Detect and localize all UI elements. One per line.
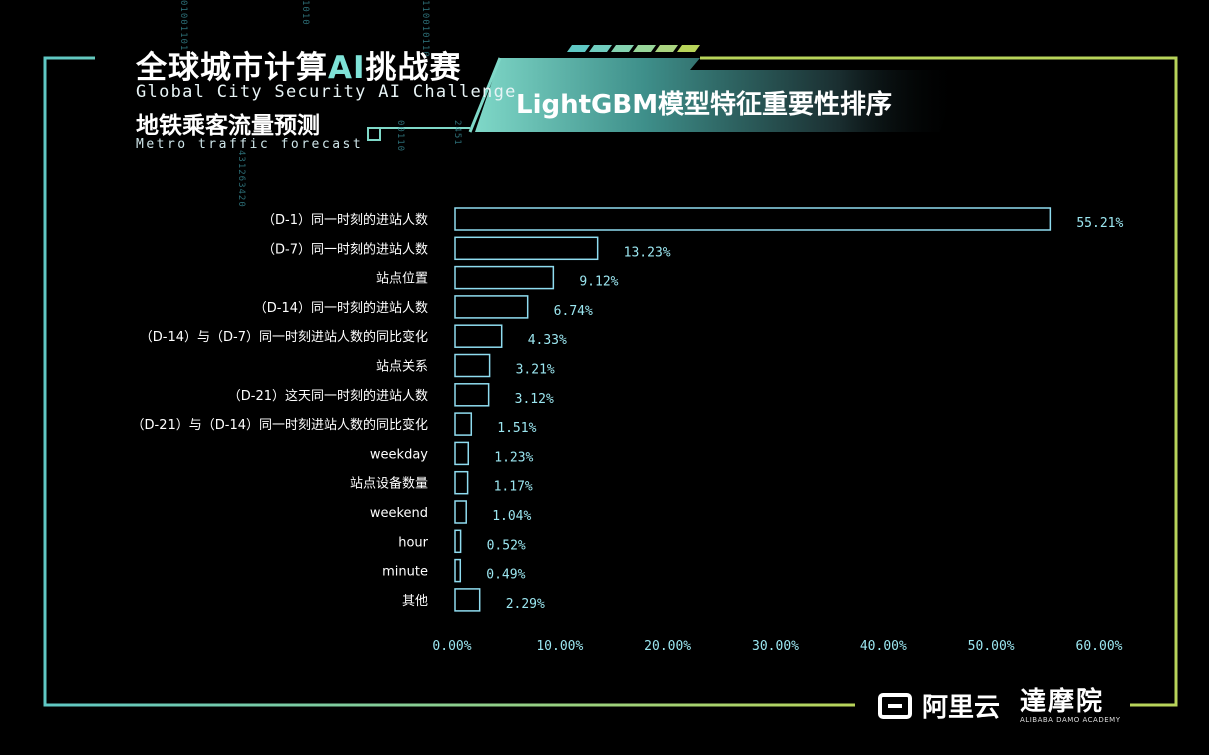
aliyun-logo-text: 阿里云 — [922, 693, 1001, 723]
category-label-6: （D-21）这天同一时刻的进站人数 — [228, 388, 428, 404]
damo-logo: 達摩院 ALIBABA DAMO ACADEMY — [1020, 688, 1120, 724]
category-label-3: （D-14）同一时刻的进站人数 — [254, 300, 428, 316]
bar-12 — [454, 558, 462, 583]
matrix-decoration: 00110 — [395, 120, 405, 153]
bar-11 — [454, 529, 462, 554]
footer-logos: 阿里云 達摩院 ALIBABA DAMO ACADEMY — [878, 687, 1120, 724]
category-label-7: （D-21）与（D-14）同一时刻进站人数的同比变化 — [132, 417, 429, 433]
damo-logo-english: ALIBABA DAMO ACADEMY — [1020, 715, 1121, 724]
category-label-4: （D-14）与（D-7）同一时刻进站人数的同比变化 — [140, 329, 428, 345]
brand-subtitle: 地铁乘客流量预测 — [136, 113, 320, 139]
x-tick-label-6: 60.00% — [1076, 639, 1123, 654]
matrix-decoration: 2451 — [452, 120, 462, 146]
value-label-3: 6.74% — [554, 304, 593, 319]
bar-1 — [454, 236, 599, 261]
value-label-12: 0.49% — [486, 568, 525, 583]
category-label-10: weekend — [370, 506, 428, 521]
value-label-6: 3.12% — [515, 392, 554, 407]
bar-7 — [454, 412, 473, 436]
value-label-4: 4.33% — [528, 333, 567, 348]
bar-3 — [454, 295, 529, 319]
value-label-5: 3.21% — [516, 363, 555, 378]
category-label-8: weekday — [370, 447, 428, 462]
bar-6 — [454, 383, 490, 407]
category-label-9: 站点设备数量 — [350, 476, 428, 492]
brand-subtitle-english: Metro traffic forecast — [136, 137, 364, 152]
damo-logo-text: 達摩院 — [1020, 686, 1105, 717]
value-label-1: 13.23% — [624, 245, 671, 260]
aliyun-logo-icon — [878, 692, 912, 719]
category-label-13: 其他 — [402, 594, 428, 609]
x-tick-label-5: 50.00% — [968, 639, 1015, 654]
bar-10 — [454, 500, 467, 524]
bar-8 — [454, 441, 470, 466]
x-tick-label-2: 20.00% — [644, 639, 691, 654]
value-label-11: 0.52% — [487, 538, 526, 553]
value-label-8: 1.23% — [494, 450, 533, 465]
value-label-0: 55.21% — [1076, 216, 1123, 231]
x-tick-label-4: 40.00% — [860, 639, 907, 654]
matrix-decoration: 431263420 — [236, 150, 246, 208]
x-tick-label-0: 0.00% — [432, 639, 471, 654]
bar-2 — [454, 265, 555, 290]
matrix-decoration: 1010 — [300, 0, 310, 26]
bar-4 — [454, 324, 503, 348]
value-label-7: 1.51% — [497, 421, 536, 436]
brand-title-prefix: 全球城市计算 — [136, 50, 328, 86]
bar-0 — [454, 207, 1052, 231]
value-label-13: 2.29% — [506, 597, 545, 612]
value-label-10: 1.04% — [492, 509, 531, 524]
bar-9 — [454, 470, 469, 495]
value-label-9: 1.17% — [494, 480, 533, 495]
x-tick-label-3: 30.00% — [752, 639, 799, 654]
bar-5 — [454, 353, 491, 378]
matrix-decoration: 110010110 — [420, 0, 430, 58]
category-label-0: （D-1）同一时刻的进站人数 — [262, 212, 428, 228]
value-label-2: 9.12% — [579, 275, 618, 290]
category-label-1: （D-7）同一时刻的进站人数 — [262, 241, 428, 257]
brand-title-english: Global City Security AI Challenge — [136, 82, 517, 102]
x-tick-label-1: 10.00% — [536, 639, 583, 654]
category-label-2: 站点位置 — [376, 272, 428, 287]
category-label-5: 站点关系 — [376, 360, 428, 375]
category-label-12: minute — [382, 565, 428, 580]
category-label-11: hour — [398, 535, 428, 550]
bar-13 — [454, 588, 481, 612]
brand-title-suffix: 挑战赛 — [365, 50, 462, 86]
brand-title: 全球城市计算AI挑战赛 — [136, 42, 462, 87]
matrix-decoration: 01001101 — [178, 0, 188, 52]
brand-title-ai: AI — [328, 50, 366, 86]
slide-title: LightGBM模型特征重要性排序 — [516, 90, 893, 120]
